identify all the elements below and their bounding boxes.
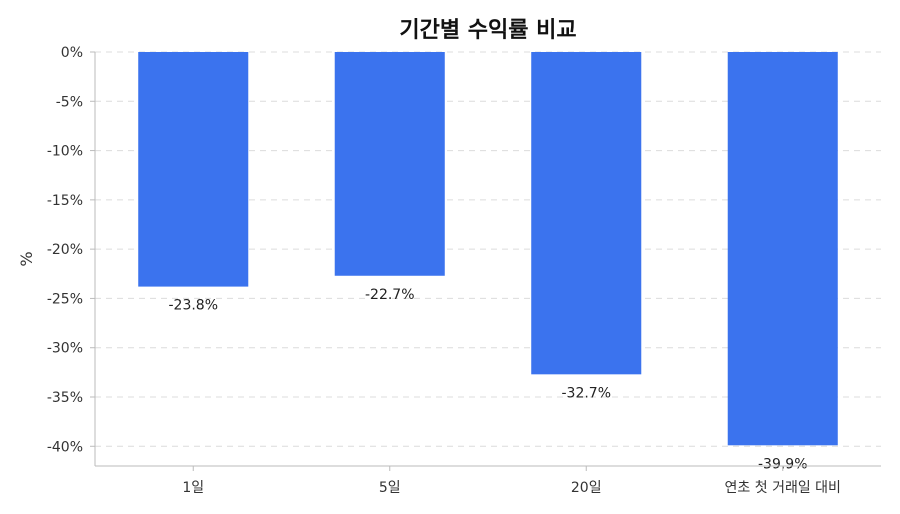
y-tick-label: -15% [47, 193, 83, 209]
bar [531, 52, 642, 375]
y-tick-label: -35% [47, 390, 83, 406]
data-labels: -23.8% -22.7% -32.7% -39.9% [168, 287, 807, 473]
y-tick-label: -40% [47, 439, 83, 455]
x-tick-label: 20일 [571, 480, 602, 496]
x-tick-label: 1일 [182, 480, 204, 496]
y-tick-label: 0% [61, 45, 83, 61]
y-axis-ticks: 0% -5% -10% -15% -20% -25% -30% -35% -40% [47, 45, 95, 455]
data-label: -23.8% [168, 298, 218, 314]
y-tick-label: -5% [56, 94, 83, 110]
x-tick-label: 연초 첫 거래일 대비 [725, 480, 841, 496]
y-tick-label: -20% [47, 242, 83, 258]
chart-title: 기간별 수익률 비교 [399, 18, 576, 43]
y-tick-label: -10% [47, 144, 83, 160]
y-tick-label: -25% [47, 291, 83, 307]
bar [334, 52, 445, 276]
bar [727, 52, 838, 446]
bar [138, 52, 249, 287]
x-axis-ticks: 1일 5일 20일 연초 첫 거래일 대비 [182, 466, 841, 496]
y-tick-label: -30% [47, 341, 83, 357]
data-label: -32.7% [561, 385, 611, 401]
x-tick-label: 5일 [379, 480, 401, 496]
y-axis-label: % [17, 251, 36, 266]
data-label: -39.9% [758, 456, 808, 472]
bars [138, 52, 838, 446]
data-label: -22.7% [365, 287, 415, 303]
